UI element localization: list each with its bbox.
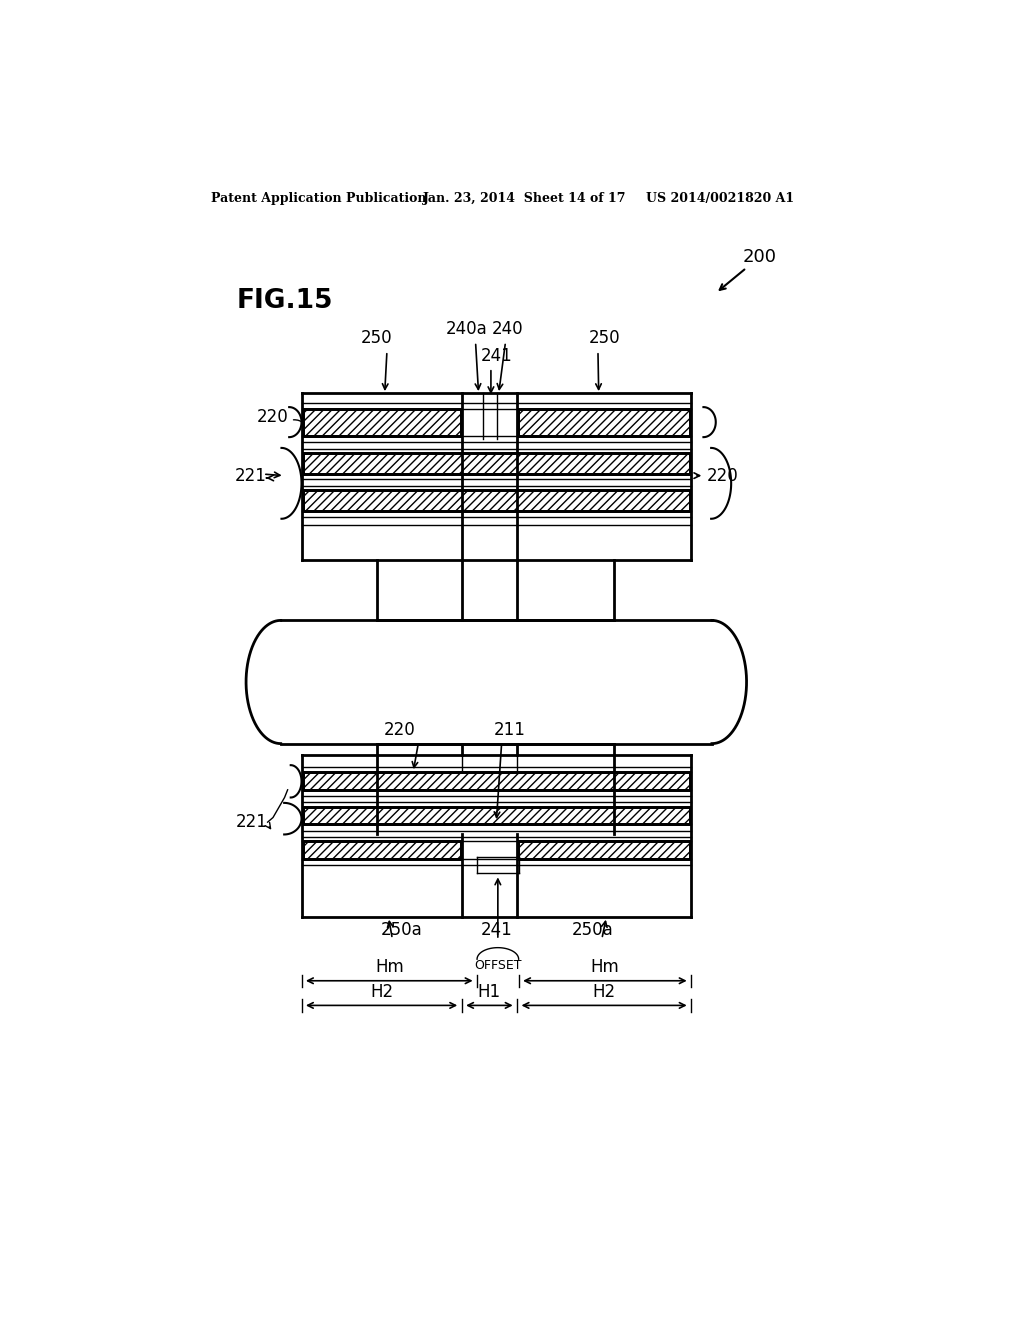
- Text: Patent Application Publication: Patent Application Publication: [211, 191, 427, 205]
- Text: H2: H2: [370, 982, 393, 1001]
- Text: 241: 241: [481, 921, 513, 939]
- Polygon shape: [518, 841, 689, 859]
- Polygon shape: [303, 409, 461, 436]
- Text: 220: 220: [707, 467, 738, 484]
- Polygon shape: [303, 453, 689, 474]
- Text: H1: H1: [478, 982, 501, 1001]
- Polygon shape: [303, 772, 689, 789]
- Text: 250: 250: [589, 329, 621, 347]
- Text: 250a: 250a: [571, 921, 613, 939]
- Text: Hm: Hm: [375, 958, 403, 975]
- Polygon shape: [518, 409, 689, 436]
- Text: OFFSET: OFFSET: [474, 958, 521, 972]
- Text: H2: H2: [593, 982, 615, 1001]
- Text: 221: 221: [234, 467, 267, 484]
- Text: 240a: 240a: [446, 321, 487, 338]
- Text: 211: 211: [494, 721, 525, 739]
- Text: 200: 200: [742, 248, 777, 265]
- Text: FIG.15: FIG.15: [237, 288, 334, 314]
- Polygon shape: [303, 807, 689, 825]
- Text: 220: 220: [384, 721, 416, 739]
- Text: US 2014/0021820 A1: US 2014/0021820 A1: [646, 191, 795, 205]
- Text: 241: 241: [481, 347, 513, 366]
- Text: Hm: Hm: [591, 958, 620, 975]
- Text: 220: 220: [257, 408, 289, 426]
- Polygon shape: [303, 841, 461, 859]
- Text: 250a: 250a: [381, 921, 423, 939]
- Text: 221: 221: [236, 813, 267, 832]
- Text: 250: 250: [361, 329, 393, 347]
- Polygon shape: [303, 490, 689, 511]
- Text: Jan. 23, 2014  Sheet 14 of 17: Jan. 23, 2014 Sheet 14 of 17: [423, 191, 627, 205]
- Text: 240: 240: [493, 321, 523, 338]
